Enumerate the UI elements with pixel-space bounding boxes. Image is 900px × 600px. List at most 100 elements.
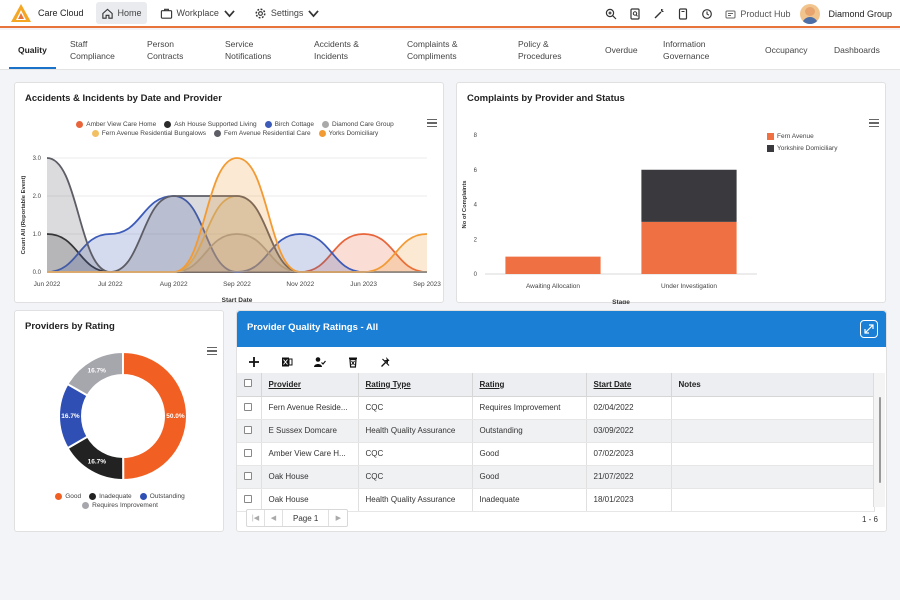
table-row[interactable]: Oak House Health Quality Assurance Inade… <box>237 488 875 512</box>
zoom-in-icon[interactable] <box>604 7 618 21</box>
legend-item[interactable]: Inadequate <box>89 493 132 500</box>
row-checkbox[interactable] <box>244 471 252 480</box>
add-icon[interactable] <box>247 356 260 369</box>
rating-type-cell: CQC <box>358 442 473 466</box>
series-area[interactable] <box>47 234 427 272</box>
book-icon[interactable] <box>676 7 690 21</box>
tab-person-contracts[interactable]: Person Contracts <box>147 38 183 62</box>
tab-label: Procedures <box>518 51 562 61</box>
legend-label: Fern Avenue <box>777 133 814 140</box>
legend-swatch <box>767 133 774 140</box>
tab-information-governance[interactable]: Information Governance <box>663 38 709 62</box>
scrollbar-thumb[interactable] <box>879 397 881 483</box>
legend-item[interactable]: Birch Cottage <box>264 121 314 128</box>
tab-quality[interactable]: Quality <box>18 44 47 56</box>
table-row[interactable]: Amber View Care H... CQC Good 07/02/2023 <box>237 442 875 466</box>
series-area[interactable] <box>47 158 427 272</box>
column-header-provider[interactable]: Provider <box>261 373 359 397</box>
row-checkbox[interactable] <box>244 425 252 434</box>
tab-staff-compliance[interactable]: Staff Compliance <box>70 38 115 62</box>
row-checkbox[interactable] <box>244 494 252 503</box>
column-header-rating[interactable]: Rating <box>472 373 587 397</box>
table-row[interactable]: E Sussex Domcare Health Quality Assuranc… <box>237 419 875 443</box>
series-area[interactable] <box>47 234 427 272</box>
accidents-area-chart: 0.0 1.0 2.0 3.0 Jun 2022 Jul 2022 Aug 2022 Sep … <box>21 156 441 304</box>
home-nav-button[interactable]: Home <box>95 2 147 24</box>
table-row[interactable]: Oak House CQC Good 21/07/2022 <box>237 465 875 489</box>
excel-export-icon[interactable] <box>280 356 293 369</box>
grid-title: Provider Quality Ratings - All <box>247 322 379 333</box>
legend-swatch <box>767 145 774 152</box>
series-area[interactable] <box>47 196 427 272</box>
legend-item[interactable]: Fern Avenue Residential Bungalows <box>91 130 206 137</box>
document-search-icon[interactable] <box>628 7 642 21</box>
legend-item[interactable]: Ash House Supported Living <box>164 121 257 128</box>
series-line[interactable] <box>46 195 427 273</box>
table-row[interactable]: Fern Avenue Reside... CQC Requires Impro… <box>237 396 875 420</box>
history-icon[interactable] <box>700 7 714 21</box>
tab-overdue[interactable]: Overdue <box>605 44 638 56</box>
row-checkbox[interactable] <box>244 448 252 457</box>
tab-dashboards[interactable]: Dashboards <box>834 44 880 56</box>
row-select-cell[interactable] <box>237 465 262 489</box>
settings-nav-button[interactable]: Settings <box>249 2 326 24</box>
row-checkbox[interactable] <box>244 402 252 411</box>
donut-slice[interactable] <box>122 350 189 482</box>
row-select-cell[interactable] <box>237 396 262 420</box>
care-cloud-logo-icon[interactable] <box>8 0 34 26</box>
tab-policy-procedures[interactable]: Policy & Procedures <box>518 38 561 62</box>
home-icon <box>101 8 113 19</box>
legend-item[interactable]: Amber View Care Home <box>76 121 156 128</box>
rating-cell: Good <box>472 465 587 489</box>
series-area[interactable] <box>47 234 427 272</box>
avatar[interactable] <box>800 4 821 24</box>
first-page-icon[interactable]: |◀ <box>247 510 265 526</box>
chevron-down-icon <box>308 9 320 17</box>
top-bar: Care Cloud Home Workplace Settings Produ… <box>0 0 900 28</box>
tab-occupancy[interactable]: Occupancy <box>765 44 808 56</box>
x-tick-label: Nov 2022 <box>286 281 314 288</box>
expand-icon[interactable] <box>860 320 878 338</box>
tab-service-notifications[interactable]: Service Notifications <box>225 38 271 62</box>
legend-item[interactable]: Fern Avenue Residential Care <box>214 130 311 137</box>
legend-item[interactable]: Good <box>55 493 81 500</box>
column-header-notes[interactable]: Notes <box>671 373 875 397</box>
bar-segment[interactable] <box>505 256 601 274</box>
menu-icon[interactable] <box>207 347 217 355</box>
bar-segment[interactable] <box>641 169 737 222</box>
row-select-cell[interactable] <box>237 442 262 466</box>
legend-item[interactable]: Requires Improvement <box>82 502 158 509</box>
delete-icon[interactable] <box>346 356 359 369</box>
magic-wand-icon[interactable] <box>652 7 666 21</box>
legend-item[interactable]: Diamond Care Group <box>321 121 394 128</box>
menu-icon[interactable] <box>427 119 437 127</box>
next-page-icon[interactable]: ▶ <box>335 515 342 522</box>
column-header-rating-type[interactable]: Rating Type <box>358 373 473 397</box>
prev-page-icon[interactable]: ◀ <box>265 510 283 526</box>
row-select-cell[interactable] <box>237 419 262 443</box>
legend-item[interactable]: Yorks Domiciliary <box>318 130 378 137</box>
pin-icon[interactable] <box>379 356 392 369</box>
bar-segment[interactable] <box>641 221 737 274</box>
legend-item[interactable]: Fern Avenue <box>767 133 837 140</box>
tab-accidents-incidents[interactable]: Accidents & Incidents <box>314 38 359 62</box>
legend-swatch <box>76 121 84 128</box>
user-name[interactable]: Diamond Group <box>828 9 892 19</box>
row-select-cell[interactable] <box>237 488 262 512</box>
column-header-start-date[interactable]: Start Date <box>586 373 672 397</box>
assign-user-icon[interactable] <box>313 356 326 369</box>
x-tick-label: Sep 2022 <box>223 281 251 288</box>
select-all-checkbox[interactable] <box>244 379 252 388</box>
product-hub-button[interactable]: Product Hub <box>725 9 790 20</box>
menu-icon[interactable] <box>869 119 879 127</box>
donut-slice[interactable] <box>66 350 124 397</box>
legend-item[interactable]: Outstanding <box>139 493 185 500</box>
workplace-nav-button[interactable]: Workplace <box>155 2 241 24</box>
chevron-down-icon <box>224 9 235 17</box>
select-all-header[interactable] <box>237 373 262 397</box>
legend-item[interactable]: Yorkshire Domiciliary <box>767 145 837 152</box>
series-area[interactable] <box>47 158 427 272</box>
grid-scrollbar[interactable] <box>873 373 885 507</box>
tab-label: Policy & <box>518 39 549 49</box>
tab-complaints-compliments[interactable]: Complaints & Compliments <box>407 38 458 62</box>
